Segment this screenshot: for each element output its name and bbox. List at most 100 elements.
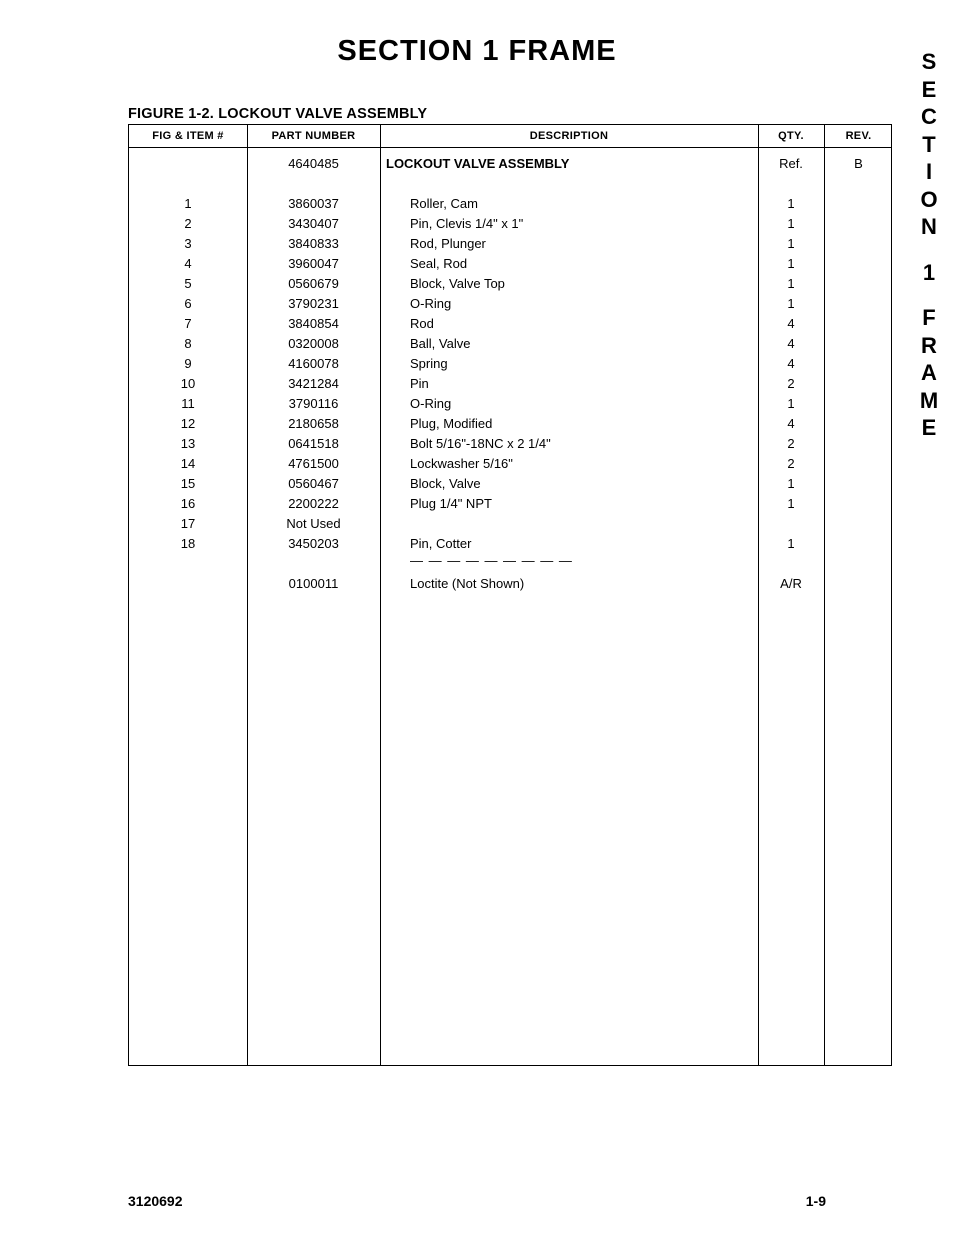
cell-desc: O-Ring bbox=[380, 296, 758, 311]
table-row: 80320008Ball, Valve4 bbox=[129, 333, 891, 353]
side-tab-char: E bbox=[914, 76, 944, 104]
table-body: 4640485 LOCKOUT VALVE ASSEMBLY Ref. B 13… bbox=[129, 147, 891, 593]
cell-item: 13 bbox=[129, 436, 247, 451]
cell-qty: 1 bbox=[758, 396, 824, 411]
table-row: 183450203Pin, Cotter1 bbox=[129, 533, 891, 553]
cell-desc: Pin, Clevis 1/4" x 1" bbox=[380, 216, 758, 231]
cell-part: 3840854 bbox=[247, 316, 380, 331]
cell-qty: 2 bbox=[758, 456, 824, 471]
side-tab: SECTION1FRAME bbox=[914, 48, 944, 442]
cell-desc: Block, Valve bbox=[380, 476, 758, 491]
header-rule bbox=[129, 147, 891, 148]
col-fig-item: FIG & ITEM # bbox=[129, 130, 247, 142]
side-tab-char: M bbox=[914, 387, 944, 415]
cell-part: Not Used bbox=[247, 516, 380, 531]
col-rule bbox=[758, 125, 759, 1065]
cell-item: 9 bbox=[129, 356, 247, 371]
cell-qty: 2 bbox=[758, 436, 824, 451]
cell-part: 3960047 bbox=[247, 256, 380, 271]
dash-row: — — — — — — — — — bbox=[129, 553, 891, 573]
cell-desc: Ball, Valve bbox=[380, 336, 758, 351]
table-row: 130641518Bolt 5/16"-18NC x 2 1/4"2 bbox=[129, 433, 891, 453]
cell-part: 4160078 bbox=[247, 356, 380, 371]
table-row: 113790116O-Ring1 bbox=[129, 393, 891, 413]
cell-item: 15 bbox=[129, 476, 247, 491]
cell-item: 12 bbox=[129, 416, 247, 431]
table-row: 162200222Plug 1/4" NPT1 bbox=[129, 493, 891, 513]
cell-qty: 2 bbox=[758, 376, 824, 391]
figure-caption: FIGURE 1-2. LOCKOUT VALVE ASSEMBLY bbox=[128, 106, 914, 122]
table-row: 23430407Pin, Clevis 1/4" x 1"1 bbox=[129, 213, 891, 233]
cell-desc: Pin, Cotter bbox=[380, 536, 758, 551]
cell-qty: 1 bbox=[758, 196, 824, 211]
side-tab-char: S bbox=[914, 48, 944, 76]
cell-part: 0560467 bbox=[247, 476, 380, 491]
cell-part: 3450203 bbox=[247, 536, 380, 551]
side-tab-char: E bbox=[914, 414, 944, 442]
parts-table: FIG & ITEM # PART NUMBER DESCRIPTION QTY… bbox=[128, 124, 892, 1066]
table-row: 73840854Rod4 bbox=[129, 313, 891, 333]
cell-part: 3421284 bbox=[247, 376, 380, 391]
page-footer: 3120692 1-9 bbox=[40, 1193, 914, 1209]
footer-left: 3120692 bbox=[128, 1193, 183, 1209]
side-tab-char bbox=[914, 241, 944, 259]
cell-item: 7 bbox=[129, 316, 247, 331]
table-row: 150560467Block, Valve1 bbox=[129, 473, 891, 493]
cell-item: 2 bbox=[129, 216, 247, 231]
spacer bbox=[129, 173, 891, 193]
cell-item: 14 bbox=[129, 456, 247, 471]
table-row: 63790231O-Ring1 bbox=[129, 293, 891, 313]
cell-part: 3840833 bbox=[247, 236, 380, 251]
cell-desc: Lockwasher 5/16" bbox=[380, 456, 758, 471]
cell-part: 3790231 bbox=[247, 296, 380, 311]
cell-desc: O-Ring bbox=[380, 396, 758, 411]
col-rule bbox=[824, 125, 825, 1065]
cell-desc: Roller, Cam bbox=[380, 196, 758, 211]
cell-item: 17 bbox=[129, 516, 247, 531]
cell-desc: Plug 1/4" NPT bbox=[380, 496, 758, 511]
cell-desc: Rod bbox=[380, 316, 758, 331]
cell-desc: Block, Valve Top bbox=[380, 276, 758, 291]
cell-desc: Rod, Plunger bbox=[380, 236, 758, 251]
footer-right: 1-9 bbox=[806, 1193, 826, 1209]
table-row: 43960047Seal, Rod1 bbox=[129, 253, 891, 273]
cell-part: 0641518 bbox=[247, 436, 380, 451]
cell-item: 3 bbox=[129, 236, 247, 251]
cell-item: 6 bbox=[129, 296, 247, 311]
table-row-bottom: 0100011 Loctite (Not Shown) A/R bbox=[129, 573, 891, 593]
side-tab-char: C bbox=[914, 103, 944, 131]
cell-item: 11 bbox=[129, 396, 247, 411]
cell-qty: 4 bbox=[758, 356, 824, 371]
table-row-top: 4640485 LOCKOUT VALVE ASSEMBLY Ref. B bbox=[129, 153, 891, 173]
cell-qty: 1 bbox=[758, 276, 824, 291]
cell-part: 0100011 bbox=[247, 576, 380, 591]
cell-desc: Loctite (Not Shown) bbox=[380, 576, 758, 591]
cell-qty: 1 bbox=[758, 536, 824, 551]
table-row: 122180658Plug, Modified4 bbox=[129, 413, 891, 433]
side-tab-char: F bbox=[914, 304, 944, 332]
cell-part: 3430407 bbox=[247, 216, 380, 231]
table-header: FIG & ITEM # PART NUMBER DESCRIPTION QTY… bbox=[129, 125, 891, 147]
cell-desc: Plug, Modified bbox=[380, 416, 758, 431]
cell-item: 16 bbox=[129, 496, 247, 511]
side-tab-char: I bbox=[914, 158, 944, 186]
cell-qty: 4 bbox=[758, 416, 824, 431]
table-row: 13860037Roller, Cam1 bbox=[129, 193, 891, 213]
cell-qty: 1 bbox=[758, 256, 824, 271]
cell-part: 3860037 bbox=[247, 196, 380, 211]
cell-qty: 1 bbox=[758, 236, 824, 251]
cell-part: 0320008 bbox=[247, 336, 380, 351]
cell-item: 10 bbox=[129, 376, 247, 391]
cell-part: 4761500 bbox=[247, 456, 380, 471]
table-row: 33840833Rod, Plunger1 bbox=[129, 233, 891, 253]
side-tab-char: A bbox=[914, 359, 944, 387]
cell-qty: A/R bbox=[758, 576, 824, 591]
cell-desc: Spring bbox=[380, 356, 758, 371]
cell-desc: Bolt 5/16"-18NC x 2 1/4" bbox=[380, 436, 758, 451]
cell-rev: B bbox=[824, 156, 893, 171]
cell-part: 0560679 bbox=[247, 276, 380, 291]
cell-item: 5 bbox=[129, 276, 247, 291]
cell-qty: 1 bbox=[758, 476, 824, 491]
cell-qty: 1 bbox=[758, 496, 824, 511]
col-rule bbox=[247, 125, 248, 1065]
